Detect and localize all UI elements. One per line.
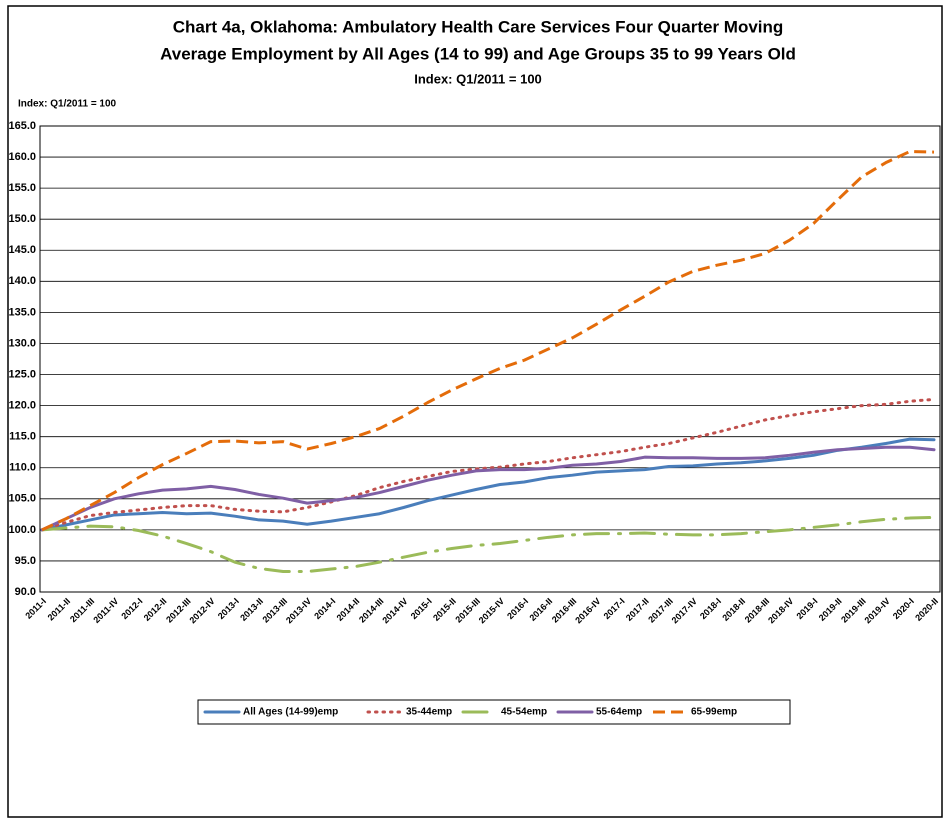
y-tick-label: 120.0 xyxy=(8,400,36,412)
series-line xyxy=(40,445,936,532)
chart-title: Chart 4a, Oklahoma: Ambulatory Health Ca… xyxy=(173,17,784,36)
legend-label: 35-44emp xyxy=(406,707,452,718)
y-tick-label: 140.0 xyxy=(8,275,36,287)
y-tick-label: 105.0 xyxy=(8,493,36,505)
plot-frame xyxy=(39,125,941,593)
series-line xyxy=(40,515,936,573)
y-tick-label: 130.0 xyxy=(8,337,36,349)
y-tick-label: 90.0 xyxy=(15,586,36,598)
legend-box xyxy=(197,699,791,725)
y-tick-label: 110.0 xyxy=(9,462,36,474)
y-tick-label: 95.0 xyxy=(15,555,36,567)
legend-label: 45-54emp xyxy=(501,707,547,718)
chart-border xyxy=(7,5,943,818)
legend-label: All Ages (14-99)emp xyxy=(243,707,338,718)
y-tick-label: 165.0 xyxy=(8,120,36,132)
legend-label: 65-99emp xyxy=(691,707,737,718)
y-tick-label: 100.0 xyxy=(8,524,36,536)
y-tick-label: 160.0 xyxy=(8,151,36,163)
y-axis-label: Index: Q1/2011 = 100 xyxy=(18,99,117,110)
y-tick-label: 125.0 xyxy=(8,368,36,380)
y-tick-label: 150.0 xyxy=(8,213,36,225)
chart-title: Average Employment by All Ages (14 to 99… xyxy=(160,44,796,63)
y-tick-label: 155.0 xyxy=(8,182,36,194)
series-line xyxy=(40,437,936,532)
chart-subtitle: Index: Q1/2011 = 100 xyxy=(414,71,542,86)
series-line xyxy=(41,149,935,532)
series-line xyxy=(40,397,936,532)
y-tick-label: 135.0 xyxy=(8,306,36,318)
y-tick-label: 145.0 xyxy=(8,244,36,256)
legend-label: 55-64emp xyxy=(596,707,642,718)
y-tick-label: 115.0 xyxy=(9,431,36,443)
